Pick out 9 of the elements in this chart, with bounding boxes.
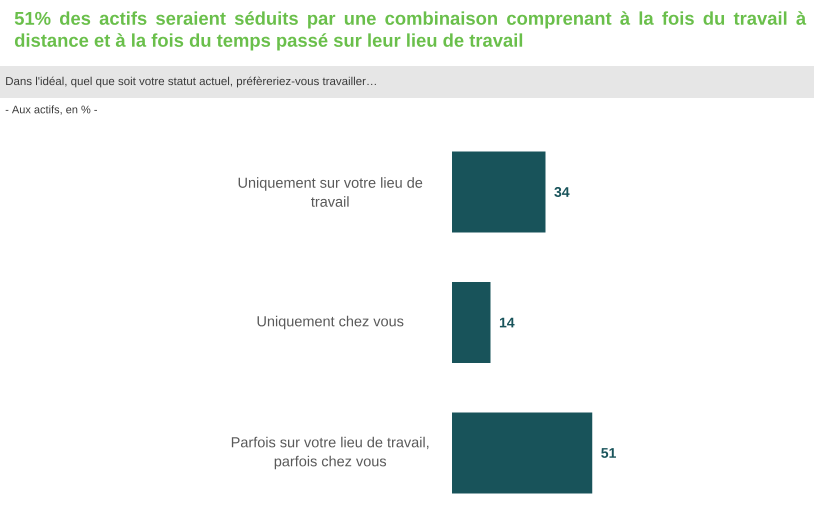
text: Dans l'idéal, quel que soit votre statut actuel, préfèreriez-vous travailler… (6, 76, 376, 88)
data-label: 51 (601, 448, 616, 458)
y-tick-label: Uniquement sur votre lieu de travail (238, 177, 422, 207)
data-label: 34 (554, 187, 570, 197)
chart-title: 51% des actifs seraient séduits par une combinaison comprenant à la fois du travail à distance et à la fois du temps passé sur leur lieu de travail (14, 11, 806, 51)
y-tick-label: Uniquement chez vous (258, 316, 404, 330)
text: - Aux actifs, en % - (6, 105, 98, 115)
y-tick-label: Parfois sur votre lieu de travail, parfois chez vous (232, 436, 428, 470)
data-label: 14 (500, 318, 515, 328)
